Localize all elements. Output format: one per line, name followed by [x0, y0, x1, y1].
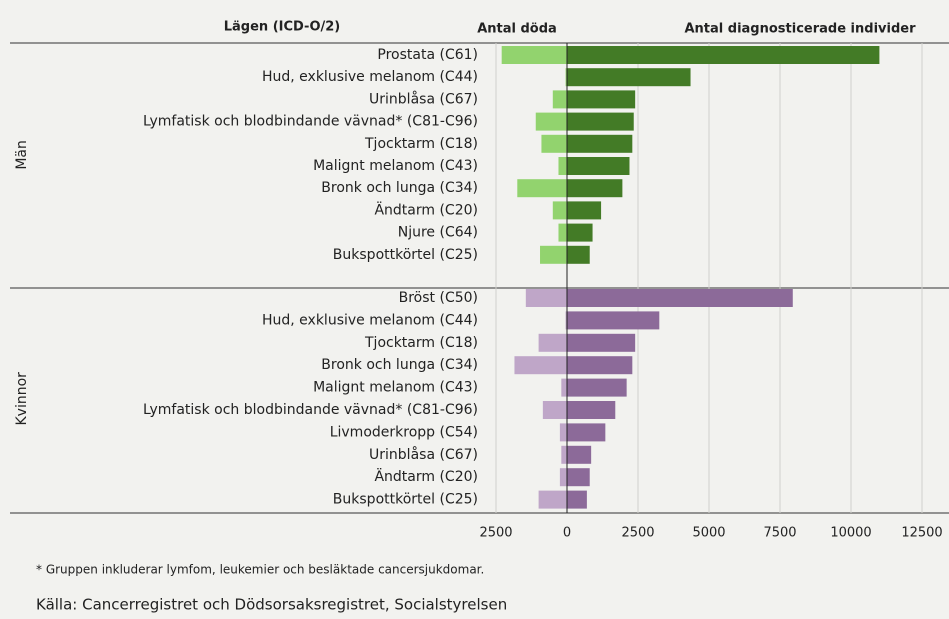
- bar: [567, 490, 587, 509]
- footnote: * Gruppen inkluderar lymfom, leukemier o…: [36, 563, 484, 577]
- category-label: Bronk och lunga (C34): [321, 357, 478, 373]
- bar: [561, 378, 567, 397]
- category-label: Urinblåsa (C67): [369, 90, 478, 107]
- x-tick-label: 12500: [901, 526, 942, 541]
- bar: [567, 134, 633, 153]
- group-label: Män: [14, 140, 30, 170]
- category-label: Urinblåsa (C67): [369, 446, 478, 463]
- bar: [565, 311, 567, 330]
- series-header: Antal diagnosticerade individer: [684, 22, 916, 37]
- source: Källa: Cancerregistret och Dödsorsaksreg…: [36, 596, 507, 614]
- x-tick-label: 2500: [479, 526, 512, 541]
- bar: [559, 423, 567, 442]
- bar: [567, 90, 636, 109]
- category-label: Njure (C64): [398, 225, 478, 241]
- category-header: Lägen (ICD-O/2): [224, 20, 341, 35]
- bar: [567, 201, 602, 220]
- bar: [567, 223, 593, 242]
- bar: [567, 179, 623, 198]
- bar: [552, 90, 567, 109]
- category-label: Tjocktarm (C18): [364, 335, 478, 351]
- category-label: Prostata (C61): [377, 47, 478, 63]
- category-label: Bronk och lunga (C34): [321, 180, 478, 196]
- category-label: Malignt melanom (C43): [313, 158, 478, 174]
- bar: [538, 490, 567, 509]
- bar: [567, 401, 616, 419]
- bar: [558, 157, 567, 175]
- category-label: Hud, exklusive melanom (C44): [262, 69, 478, 85]
- bar: [565, 68, 567, 87]
- bar: [567, 289, 793, 307]
- group-label: Kvinnor: [14, 372, 30, 426]
- category-label: Tjocktarm (C18): [364, 136, 478, 152]
- category-label: Malignt melanom (C43): [313, 380, 478, 396]
- bar: [558, 223, 567, 242]
- bar: [542, 401, 567, 419]
- bar: [567, 468, 590, 487]
- category-label: Bukspottkörtel (C25): [333, 247, 478, 263]
- bar: [561, 445, 567, 464]
- x-tick-label: 7500: [763, 526, 796, 541]
- category-label: Bröst (C50): [399, 290, 478, 306]
- bar: [567, 356, 633, 375]
- category-label: Ändtarm (C20): [374, 200, 478, 218]
- series-header: Antal döda: [477, 22, 557, 37]
- x-tick-label: 10000: [830, 526, 871, 541]
- bar: [567, 245, 590, 264]
- x-tick-label: 0: [563, 526, 571, 541]
- bar: [559, 468, 567, 487]
- bar: [567, 112, 634, 131]
- bar: [541, 134, 567, 153]
- category-label: Bukspottkörtel (C25): [333, 492, 478, 508]
- bar: [567, 378, 627, 397]
- bar: [501, 46, 567, 64]
- category-label: Lymfatisk och blodbindande vävnad* (C81-…: [143, 402, 478, 418]
- bar: [538, 333, 567, 352]
- bar: [567, 311, 660, 330]
- category-label: Hud, exklusive melanom (C44): [262, 312, 478, 328]
- category-label: Livmoderkropp (C54): [330, 424, 478, 440]
- bar: [517, 179, 567, 198]
- category-label: Ändtarm (C20): [374, 467, 478, 485]
- x-tick-label: 5000: [692, 526, 725, 541]
- bar: [567, 46, 880, 64]
- bar: [514, 356, 567, 375]
- bar: [567, 333, 636, 352]
- bar: [525, 289, 567, 307]
- category-label: Lymfatisk och blodbindande vävnad* (C81-…: [143, 114, 478, 130]
- bar: [567, 157, 630, 175]
- bar: [567, 68, 691, 87]
- bar: [535, 112, 567, 131]
- x-tick-label: 2500: [621, 526, 654, 541]
- bar: [567, 445, 592, 464]
- bar: [540, 245, 567, 264]
- bar: [552, 201, 567, 220]
- bar: [567, 423, 606, 442]
